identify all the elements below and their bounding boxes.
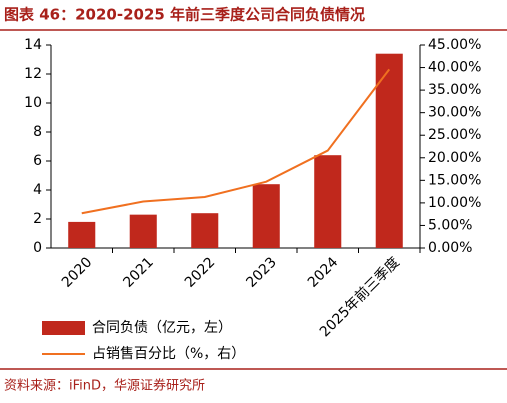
y2-tick-label: 35.00% <box>428 82 481 98</box>
x-tick-label: 2024 <box>305 254 342 291</box>
legend-swatch <box>42 321 85 335</box>
y2-tick-label: 5.00% <box>428 217 472 233</box>
y2-tick-label: 20.00% <box>428 150 481 166</box>
legend-label: 占销售百分比（%，右） <box>92 346 245 362</box>
bar <box>252 184 280 248</box>
bar <box>129 214 157 248</box>
y-tick-label: 10 <box>24 95 42 111</box>
bar <box>68 221 96 248</box>
x-tick-label: 2023 <box>243 254 280 291</box>
y2-tick-label: 45.00% <box>428 37 481 53</box>
x-tick-label: 2022 <box>182 254 219 291</box>
bar <box>375 53 403 249</box>
x-tick-label: 2021 <box>120 254 157 291</box>
y-tick-label: 12 <box>24 66 42 82</box>
y-tick-label: 4 <box>33 182 42 198</box>
y2-tick-label: 0.00% <box>428 240 472 256</box>
y2-tick-label: 25.00% <box>428 127 481 143</box>
bar <box>314 155 342 248</box>
y-tick-label: 6 <box>33 153 42 169</box>
y2-tick-label: 30.00% <box>428 105 481 121</box>
y-tick-label: 14 <box>24 37 42 53</box>
y2-tick-label: 10.00% <box>428 195 481 211</box>
bar <box>191 213 219 248</box>
chart-title: 图表 46：2020-2025 年前三季度公司合同负债情况 <box>4 6 365 24</box>
line <box>81 68 391 215</box>
y2-tick-label: 40.00% <box>428 60 481 76</box>
y-tick-label: 0 <box>33 240 42 256</box>
legend-label: 合同负债（亿元，左） <box>92 320 232 336</box>
x-tick-label: 2020 <box>59 254 96 291</box>
y-tick-label: 2 <box>33 211 42 227</box>
y-tick-label: 8 <box>33 124 42 140</box>
y2-tick-label: 15.00% <box>428 172 481 188</box>
source: 资料来源：iFinD，华源证券研究所 <box>4 378 205 394</box>
